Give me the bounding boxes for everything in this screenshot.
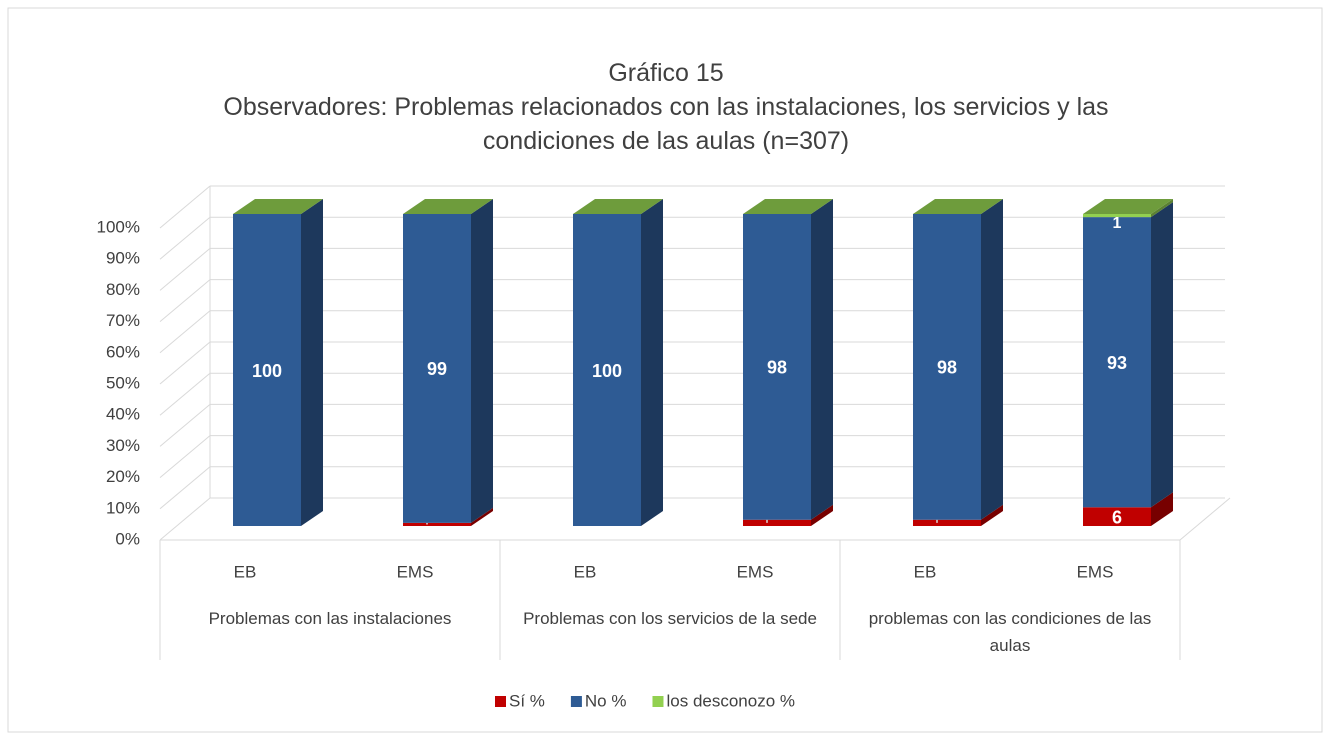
legend-swatch [570,696,582,707]
group-label: Problemas con las instalaciones [208,609,452,628]
data-label: 1 [1113,215,1122,232]
y-tick-label: 20% [106,467,140,486]
x-tick-label: EMS [397,562,434,581]
y-tick-label: 30% [106,436,140,455]
group-label: problemas con las condiciones de las aul… [868,609,1152,655]
y-tick-label: 90% [106,249,140,268]
x-tick-label: EB [574,562,597,581]
bar-top [403,199,493,214]
bar-side [301,199,323,526]
grid-line-side [159,435,211,478]
y-tick-label: 70% [106,311,140,330]
bar-top [743,199,833,214]
bar-side [811,199,833,520]
bar-side [471,199,493,523]
y-tick-label: 40% [106,405,140,424]
data-label: 93 [1107,353,1127,373]
bar-front [1083,217,1151,508]
bar-side [1151,199,1173,218]
grid-line-side [159,216,211,260]
bar-front [1083,507,1151,526]
grid-line-side [159,248,211,291]
grid-line-side [159,497,211,541]
grid-line-side [159,185,211,229]
bar-front [403,522,471,526]
bar-side [471,507,493,526]
bar-front [233,214,301,526]
chart-subtitle: Observadores: Problemas relacionados con… [223,93,1109,155]
data-label: 100 [252,361,282,381]
bar-front [743,214,811,520]
bar-top [233,199,323,214]
bar-front [743,519,811,526]
data-label: 99 [427,359,447,379]
bar-side [1151,202,1173,508]
x-tick-label: EMS [737,562,774,581]
grid-line-side [159,310,211,354]
bar-top [913,199,1003,214]
data-label: 100 [592,361,622,381]
legend-swatch [652,696,664,707]
floor-edge [1179,497,1231,541]
group-label: Problemas con los servicios de la sede [523,609,817,628]
bar-front [1083,214,1151,218]
legend-label: No % [585,691,627,710]
data-label: 6 [1112,507,1122,527]
bar-side [981,199,1003,520]
y-tick-label: 0% [115,529,140,548]
bar-front [913,214,981,520]
legend-label: los desconozo % [666,691,795,710]
x-tick-label: EB [234,562,257,581]
bar-front [573,214,641,526]
chart-title: Gráfico 15 [608,59,724,87]
y-tick-label: 50% [106,373,140,392]
data-label: 98 [937,358,957,378]
x-tick-label: EMS [1077,562,1114,581]
bar-top [1083,199,1173,214]
bar-side [811,504,833,526]
y-tick-label: 10% [106,498,140,517]
grid-line-side [159,466,211,510]
bar-front [403,214,471,523]
bar-side [1151,492,1173,526]
bar-top [573,199,663,214]
y-tick-label: 80% [106,280,140,299]
bar-front [913,519,981,526]
grid-line-side [159,279,211,322]
bar-side [981,504,1003,526]
data-label: 98 [767,358,787,378]
grid-line-side [159,341,211,385]
x-tick-label: EB [914,562,937,581]
y-tick-label: 60% [106,342,140,361]
grid-line-side [159,404,211,447]
bar-side [641,199,663,526]
y-tick-label: 100% [97,217,140,236]
legend-label: Sí % [509,691,545,710]
grid-line-side [159,372,211,416]
legend-swatch [495,696,506,707]
